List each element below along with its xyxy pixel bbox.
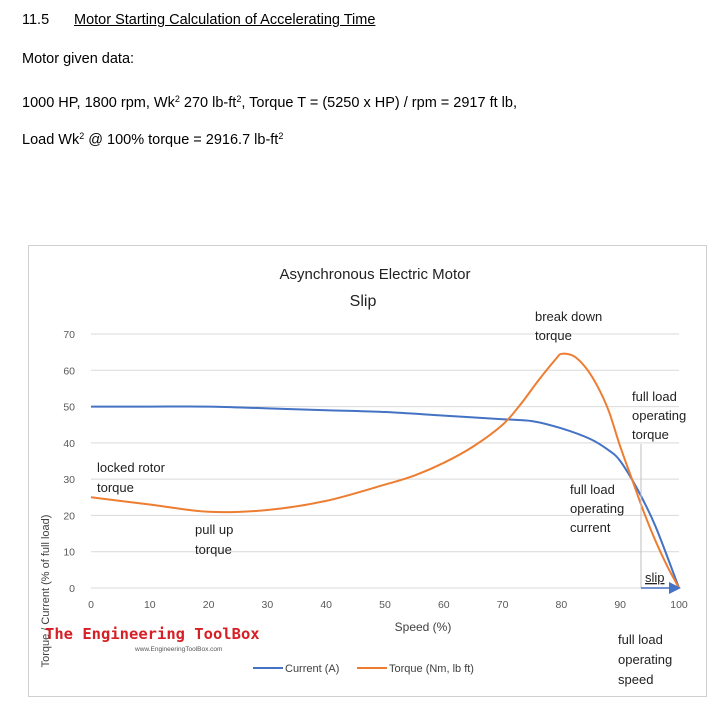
x-tick-label: 50	[379, 599, 391, 611]
x-tick-label: 20	[203, 599, 215, 611]
y-tick-label: 10	[63, 547, 75, 559]
annot-locked-rotor-2: torque	[97, 480, 134, 495]
y-tick-label: 20	[63, 510, 75, 522]
x-tick-label: 30	[262, 599, 274, 611]
section-heading: 11.5 Motor Starting Calculation of Accele…	[22, 12, 375, 28]
x-tick-label: 0	[88, 599, 94, 611]
annot-pull-up-2: torque	[195, 542, 232, 557]
annot-full-load-current-2: operating	[570, 501, 624, 516]
brand-url: www.EngineeringToolBox.com	[134, 646, 222, 653]
section-title: Motor Starting Calculation of Accelerati…	[74, 12, 376, 28]
chart-title: Asynchronous Electric Motor	[280, 266, 471, 283]
brand-logo: The Engineering ToolBox	[45, 625, 260, 643]
y-tick-label: 60	[63, 365, 75, 377]
motor-chart: 0 10 20 30 40 50 60 70 0 10 20 30 40 50 60 70 80 90 100 As…	[40, 266, 688, 687]
chart-frame: 0 10 20 30 40 50 60 70 0 10 20 30 40 50 60 70 80 90 100 As…	[28, 245, 707, 697]
grid-lines	[91, 333, 679, 589]
annot-full-load-torque-3: torque	[632, 427, 669, 442]
x-tick-label: 70	[497, 599, 509, 611]
annot-break-down-1: break down	[535, 309, 602, 324]
load-data-line: Load Wk2 @ 100% torque = 2916.7 lb-ft2	[22, 131, 283, 148]
annot-full-load-speed-2: operating	[618, 652, 672, 667]
annot-full-load-current-1: full load	[570, 482, 615, 497]
motor-data-line: 1000 HP, 1800 rpm, Wk2 270 lb-ft2, Torqu…	[22, 94, 517, 111]
section-number: 11.5	[22, 12, 50, 28]
x-tick-label: 40	[320, 599, 332, 611]
legend-current-label: Current (A)	[285, 663, 339, 675]
axis-ticks: 0 10 20 30 40 50 60 70 0 10 20 30 40 50 60 70 80 90 100	[63, 329, 688, 611]
x-axis-label: Speed (%)	[395, 620, 452, 634]
x-tick-label: 10	[144, 599, 156, 611]
motor-data-text-c: , Torque T = (5250 x HP) / rpm = 2917 ft…	[241, 95, 517, 111]
given-data-heading: Motor given data:	[22, 51, 135, 67]
motor-data-sup: 2	[174, 94, 180, 104]
y-tick-label: 40	[63, 438, 75, 450]
slip-label: slip	[645, 570, 665, 585]
annot-break-down-2: torque	[535, 328, 572, 343]
load-data-text-a: Load Wk	[22, 132, 80, 148]
y-tick-label: 0	[69, 583, 75, 595]
annot-full-load-current-3: current	[570, 520, 611, 535]
motor-data-sup2: 2	[236, 94, 242, 104]
series-current-line	[90, 405, 680, 589]
motor-data-text-b: 270 lb-ft	[179, 95, 237, 111]
x-tick-label: 100	[670, 599, 688, 611]
annot-full-load-torque-2: operating	[632, 408, 686, 423]
series-lines	[90, 352, 680, 589]
y-tick-label: 50	[63, 402, 75, 414]
x-tick-label: 60	[438, 599, 450, 611]
load-data-text-b: @ 100% torque = 2916.7 lb-ft	[84, 132, 279, 148]
annot-full-load-speed-1: full load	[618, 632, 663, 647]
x-tick-label: 80	[556, 599, 568, 611]
x-tick-label: 90	[614, 599, 626, 611]
y-axis-label: Torque / Current (% of full load)	[40, 515, 52, 668]
load-data-sup: 2	[79, 131, 85, 141]
legend-torque-label: Torque (Nm, lb ft)	[389, 663, 474, 675]
y-tick-label: 70	[63, 329, 75, 341]
chart-subtitle: Slip	[350, 293, 377, 310]
load-data-sup2: 2	[278, 131, 284, 141]
series-torque-line	[90, 352, 680, 589]
annot-full-load-torque-1: full load	[632, 389, 677, 404]
annot-full-load-speed-3: speed	[618, 672, 653, 687]
motor-data-text-a: 1000 HP, 1800 rpm, Wk	[22, 95, 175, 111]
y-tick-label: 30	[63, 474, 75, 486]
annot-locked-rotor-1: locked rotor	[97, 460, 166, 475]
annot-pull-up-1: pull up	[195, 522, 233, 537]
